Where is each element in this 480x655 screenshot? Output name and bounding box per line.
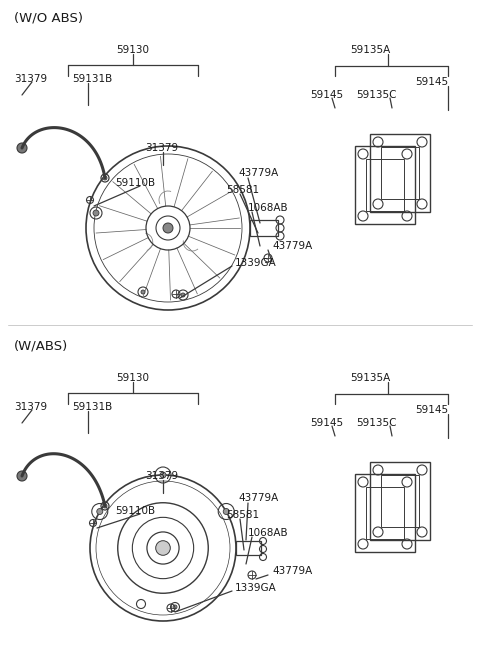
Text: 1339GA: 1339GA xyxy=(235,583,277,593)
Circle shape xyxy=(97,508,103,514)
Text: 59145: 59145 xyxy=(310,90,343,100)
Circle shape xyxy=(156,540,170,555)
Text: 59145: 59145 xyxy=(415,77,448,87)
Circle shape xyxy=(103,504,107,508)
Text: 59135C: 59135C xyxy=(356,90,396,100)
Text: 31379: 31379 xyxy=(145,143,178,153)
Circle shape xyxy=(103,176,107,180)
Circle shape xyxy=(160,472,166,478)
Text: 31379: 31379 xyxy=(14,402,47,412)
Circle shape xyxy=(181,293,185,297)
Text: 1339GA: 1339GA xyxy=(235,258,277,268)
Bar xyxy=(381,475,419,527)
Text: 31379: 31379 xyxy=(14,74,47,84)
Text: 1068AB: 1068AB xyxy=(248,203,288,213)
Bar xyxy=(370,134,430,212)
Text: 59110B: 59110B xyxy=(115,178,155,188)
Text: 58581: 58581 xyxy=(226,185,259,195)
Text: 59135A: 59135A xyxy=(350,45,390,55)
Circle shape xyxy=(17,471,27,481)
Text: 43779A: 43779A xyxy=(238,493,278,503)
Text: 59145: 59145 xyxy=(415,405,448,415)
Circle shape xyxy=(17,143,27,153)
Bar xyxy=(370,462,430,540)
Text: 59130: 59130 xyxy=(116,45,149,55)
Text: (W/ABS): (W/ABS) xyxy=(14,339,68,352)
Circle shape xyxy=(223,508,229,514)
Bar xyxy=(366,487,404,539)
Text: 59145: 59145 xyxy=(310,418,343,428)
Text: 1068AB: 1068AB xyxy=(248,528,288,538)
Bar xyxy=(355,146,415,224)
Bar xyxy=(250,220,278,236)
Text: 59131B: 59131B xyxy=(72,74,112,84)
Bar xyxy=(366,159,404,211)
Text: 43779A: 43779A xyxy=(238,168,278,178)
Text: 43779A: 43779A xyxy=(272,566,312,576)
Circle shape xyxy=(163,223,173,233)
Text: 43779A: 43779A xyxy=(272,241,312,251)
Bar xyxy=(381,147,419,199)
Bar xyxy=(236,541,261,555)
Circle shape xyxy=(141,290,145,294)
Circle shape xyxy=(173,605,177,609)
Text: 59130: 59130 xyxy=(116,373,149,383)
Bar xyxy=(355,474,415,552)
Text: 59131B: 59131B xyxy=(72,402,112,412)
Text: 31379: 31379 xyxy=(145,471,178,481)
Text: 59135A: 59135A xyxy=(350,373,390,383)
Text: 58581: 58581 xyxy=(226,510,259,520)
Text: (W/O ABS): (W/O ABS) xyxy=(14,12,83,24)
Text: 59110B: 59110B xyxy=(115,506,155,516)
Text: 59135C: 59135C xyxy=(356,418,396,428)
Circle shape xyxy=(93,210,99,216)
